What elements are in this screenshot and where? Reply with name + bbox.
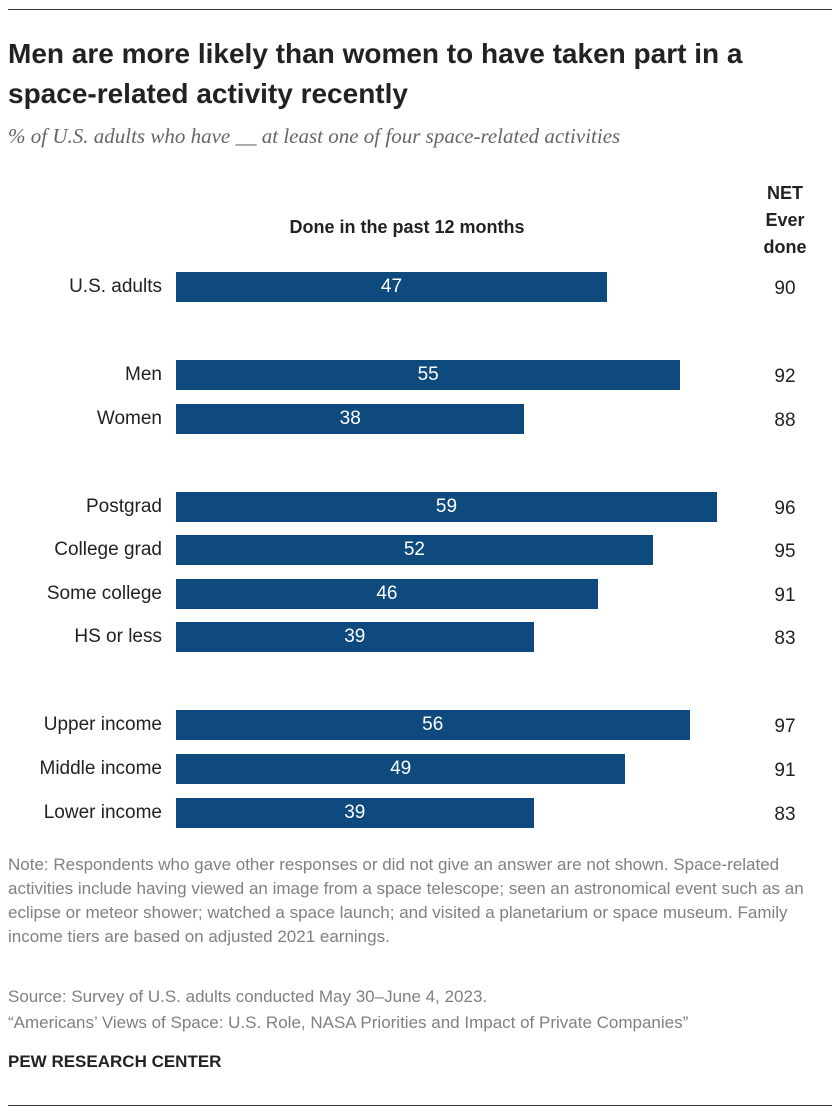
bar bbox=[176, 622, 534, 652]
net-value: 83 bbox=[774, 628, 796, 649]
value-label: 55 bbox=[417, 364, 439, 385]
bar bbox=[176, 754, 626, 784]
bar bbox=[176, 579, 598, 609]
bar bbox=[176, 360, 681, 390]
chart-title: Men are more likely than women to have t… bbox=[8, 38, 743, 109]
net-value: 95 bbox=[774, 541, 796, 562]
bar bbox=[176, 404, 525, 434]
net-value: 88 bbox=[774, 410, 796, 431]
value-label: 38 bbox=[339, 408, 361, 429]
category-label: Some college bbox=[46, 583, 162, 604]
net-value: 90 bbox=[774, 278, 796, 299]
value-label: 39 bbox=[344, 802, 366, 823]
top-rule bbox=[8, 9, 832, 10]
bar bbox=[176, 798, 534, 828]
category-label: HS or less bbox=[74, 626, 162, 647]
net-value: 91 bbox=[774, 585, 796, 606]
value-label: 49 bbox=[390, 758, 412, 779]
note: Note: Respondents who gave other respons… bbox=[8, 855, 804, 946]
category-label: Upper income bbox=[43, 714, 162, 735]
bar bbox=[176, 535, 653, 565]
value-label: 47 bbox=[380, 276, 403, 297]
net-value: 83 bbox=[774, 804, 796, 825]
category-label: Middle income bbox=[39, 758, 163, 779]
category-label: Women bbox=[96, 408, 162, 429]
net-value: 97 bbox=[774, 716, 796, 737]
category-label: U.S. adults bbox=[69, 276, 162, 297]
bar bbox=[176, 272, 607, 302]
value-label: 46 bbox=[376, 583, 398, 604]
value-label: 59 bbox=[435, 496, 458, 517]
value-label: 56 bbox=[422, 714, 444, 735]
bottom-rule bbox=[8, 1105, 832, 1106]
brand: PEW RESEARCH CENTER bbox=[8, 1052, 222, 1071]
column-header: NET Ever done bbox=[763, 183, 807, 257]
value-label: 39 bbox=[344, 626, 366, 647]
value-label: 52 bbox=[403, 539, 425, 560]
bar bbox=[176, 710, 690, 740]
category-label: Lower income bbox=[43, 802, 162, 823]
column-header: Done in the past 12 months bbox=[289, 217, 525, 237]
source: Source: Survey of U.S. adults conducted … bbox=[8, 987, 488, 1006]
category-label: Postgrad bbox=[85, 496, 162, 517]
bar bbox=[176, 492, 718, 522]
net-value: 92 bbox=[774, 366, 796, 387]
net-value: 96 bbox=[774, 498, 796, 519]
chart-subtitle: % of U.S. adults who have __ at least on… bbox=[8, 124, 621, 148]
report-title: “Americans’ Views of Space: U.S. Role, N… bbox=[8, 1013, 689, 1032]
category-label: Men bbox=[125, 364, 162, 385]
category-label: College grad bbox=[54, 539, 162, 560]
net-value: 91 bbox=[774, 760, 796, 781]
